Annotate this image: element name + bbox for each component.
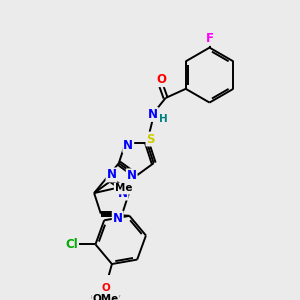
- Text: N: N: [113, 212, 123, 225]
- Text: N: N: [123, 139, 133, 152]
- Text: F: F: [206, 32, 214, 45]
- Text: N: N: [148, 108, 158, 121]
- Text: O: O: [156, 73, 166, 86]
- Text: methoxy: methoxy: [90, 294, 121, 300]
- Text: O: O: [101, 283, 110, 293]
- Text: N: N: [106, 168, 116, 182]
- Text: N: N: [118, 187, 128, 200]
- Text: S: S: [146, 133, 155, 146]
- Text: N: N: [127, 169, 137, 182]
- Text: OMe: OMe: [92, 294, 119, 300]
- Text: Me: Me: [115, 184, 132, 194]
- Text: Cl: Cl: [65, 238, 78, 251]
- Text: H: H: [159, 114, 168, 124]
